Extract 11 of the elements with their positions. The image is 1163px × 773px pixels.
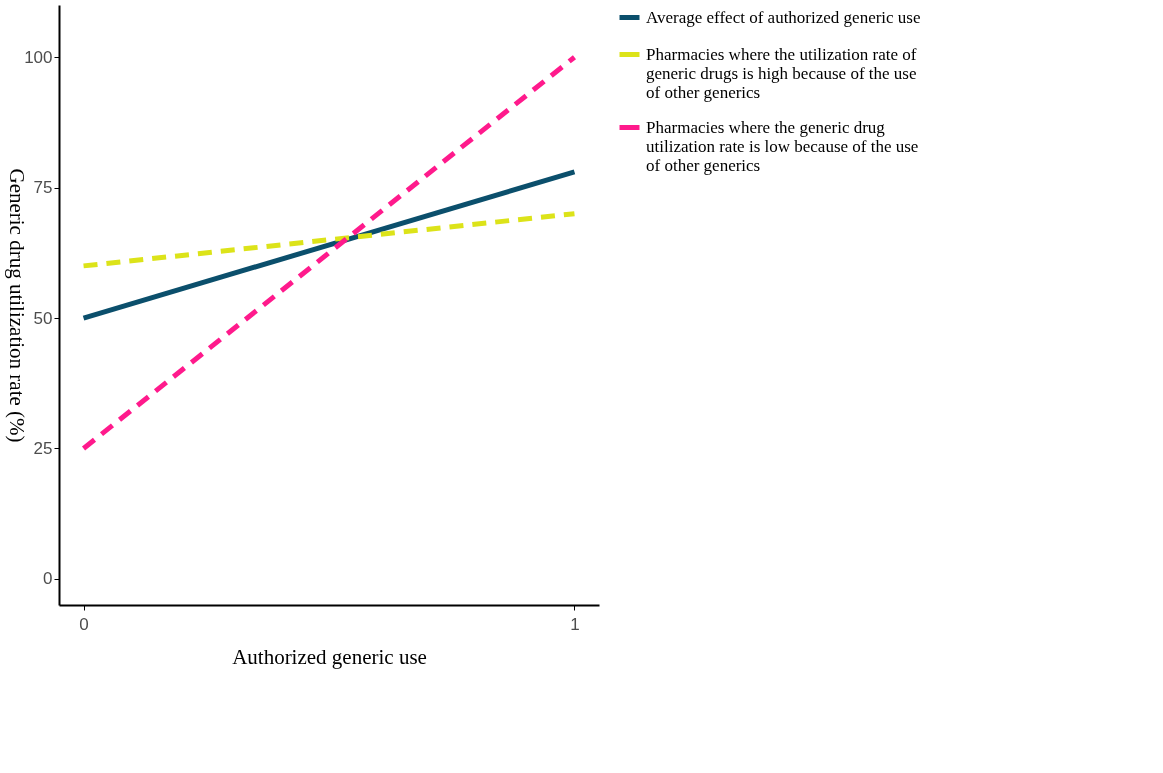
- y-tick-label: 50: [33, 308, 53, 328]
- y-tick-label: 75: [33, 178, 53, 198]
- legend-label: Average effect of authorized generic use: [646, 7, 921, 27]
- legend-label: Pharmacies where the generic drug utilization rate is low because of the use of other generics: [646, 117, 919, 175]
- y-axis-title: Generic drug utilization rate (%): [5, 168, 30, 443]
- legend-label: Pharmacies where the utilization rate of generic drugs is high because of the use of other generics: [646, 44, 917, 102]
- y-tick-label: 25: [33, 438, 53, 458]
- y-tick-label: 0: [43, 569, 53, 589]
- x-axis-title: Authorized generic use: [232, 644, 427, 669]
- y-tick-label: 100: [24, 47, 53, 67]
- x-tick-label: 1: [570, 614, 580, 634]
